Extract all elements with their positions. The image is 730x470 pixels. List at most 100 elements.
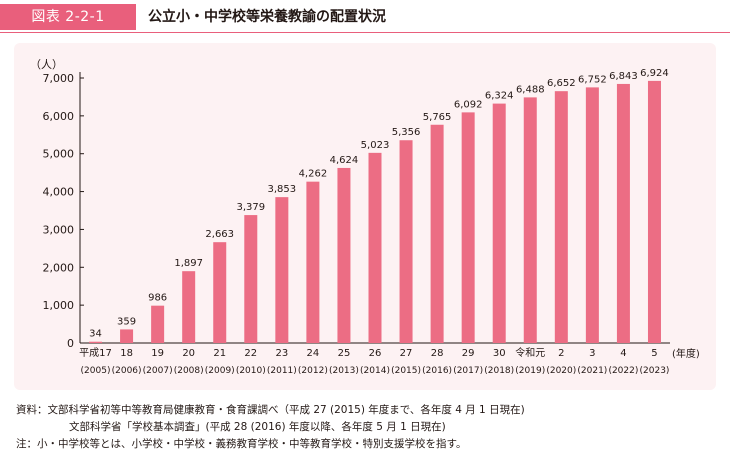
bar (585, 87, 599, 343)
figure-header: 図表 2-2-1 公立小・中学校等栄養教諭の配置状況 (0, 0, 730, 34)
x-tick-label: 18 (120, 348, 133, 359)
x-axis-label: (年度) (672, 347, 700, 360)
x-tick-year-label: (2019) (515, 366, 545, 376)
bar (554, 91, 568, 343)
bar (182, 271, 196, 343)
x-tick-label: 令和元 (515, 346, 545, 359)
bar (306, 181, 320, 343)
x-tick-label: 平成17 (79, 347, 112, 359)
y-tick-label: 0 (67, 337, 74, 350)
x-tick-year-label: (2021) (577, 366, 607, 376)
bar (616, 83, 630, 343)
x-tick-year-label: (2023) (640, 366, 670, 376)
y-tick-label: 7,000 (43, 72, 75, 85)
bar (492, 103, 506, 343)
definition-note: 注：小・中学校等とは、小学校・中学校・義務教育学校・中等教育学校・特別支援学校を… (16, 438, 467, 450)
bar-value-label: 986 (148, 293, 167, 304)
x-tick-year-label: (2007) (143, 366, 173, 376)
bar (151, 305, 165, 343)
x-tick-label: 3 (589, 348, 595, 359)
x-tick-year-label: (2014) (360, 366, 390, 376)
x-tick-year-label: (2016) (422, 366, 452, 376)
x-tick-label: 21 (213, 348, 226, 359)
x-tick-year-label: (2018) (484, 366, 514, 376)
bar-value-label: 6,843 (609, 71, 638, 82)
x-tick-year-label: (2008) (174, 366, 204, 376)
value-labels: 343599861,8972,6633,3793,8534,2624,6245,… (89, 68, 669, 340)
bar (368, 152, 382, 343)
bar-value-label: 6,324 (485, 91, 514, 102)
bar-value-label: 3,379 (236, 202, 265, 213)
x-tick-year-label: (2017) (453, 366, 483, 376)
bar (337, 167, 351, 343)
bar (647, 80, 661, 344)
x-tick-year-label: (2010) (236, 366, 266, 376)
x-tick-label: 4 (620, 348, 626, 359)
x-tick-year-label: (2022) (608, 366, 638, 376)
bar (120, 329, 134, 343)
bar-value-label: 1,897 (174, 258, 203, 269)
x-tick-label: 30 (493, 348, 506, 359)
x-tick-label: 25 (338, 348, 351, 359)
bar (275, 197, 289, 343)
bar-value-label: 6,652 (547, 78, 576, 89)
bar-value-label: 6,488 (516, 84, 545, 95)
y-tick-label: 2,000 (43, 261, 75, 274)
bars (89, 80, 661, 344)
bar-value-label: 6,092 (454, 99, 483, 110)
bar (523, 97, 537, 343)
bar-chart: （人） (年度) 0 1,000 2,000 3,000 4,000 5,000 6,000… (30, 58, 700, 376)
bar-value-label: 359 (117, 316, 136, 327)
bar-value-label: 5,356 (392, 127, 421, 138)
bar (461, 112, 475, 343)
x-tick-label: 5 (651, 348, 657, 359)
x-tick-label: 24 (307, 348, 320, 359)
x-tick-year-label: (2009) (205, 366, 235, 376)
y-tick-label: 3,000 (43, 223, 75, 236)
x-tick-year-label: (2006) (112, 366, 142, 376)
x-tick-label: 19 (151, 348, 164, 359)
x-tick-year-label: (2005) (81, 366, 111, 376)
x-tick-year-label: (2020) (546, 366, 576, 376)
bar (244, 215, 258, 343)
bar-value-label: 5,023 (361, 140, 390, 151)
y-tick-label: 1,000 (43, 299, 75, 312)
chart-panel: （人） (年度) 0 1,000 2,000 3,000 4,000 5,000 6,000… (14, 43, 716, 390)
y-tick-label: 6,000 (43, 110, 75, 123)
source-note-2: 文部科学省「学校基本調査」(平成 28 (2016) 年度以降、各年度 5 月 … (69, 421, 446, 433)
bar (399, 140, 413, 343)
bar-value-label: 4,262 (299, 169, 328, 180)
x-tick-labels: 平成17 (2005) 18 (2006) 19 (2007) 20 (2008) 21 (200… (79, 346, 669, 376)
axes: 0 1,000 2,000 3,000 4,000 5,000 6,000 7,000 (43, 72, 670, 350)
bar-value-label: 2,663 (205, 229, 234, 240)
x-tick-label: 29 (462, 348, 475, 359)
header-divider (0, 32, 730, 33)
y-tick-label: 4,000 (43, 186, 75, 199)
bar (430, 124, 444, 343)
x-tick-label: 22 (244, 348, 257, 359)
x-tick-year-label: (2012) (298, 366, 328, 376)
y-tick-label: 5,000 (43, 148, 75, 161)
x-tick-label: 20 (182, 348, 195, 359)
x-tick-year-label: (2013) (329, 366, 359, 376)
x-tick-label: 26 (369, 348, 382, 359)
x-tick-year-label: (2015) (391, 366, 421, 376)
bar-value-label: 4,624 (330, 155, 359, 166)
x-tick-label: 28 (431, 348, 444, 359)
bar-value-label: 5,765 (423, 112, 452, 123)
x-tick-label: 23 (275, 348, 288, 359)
x-tick-label: 2 (558, 348, 564, 359)
footnotes: 資料：文部科学省初等中等教育局健康教育・食育課調べ（平成 27 (2015) 年… (16, 402, 716, 453)
y-axis-label: （人） (30, 58, 63, 71)
bar (213, 242, 227, 343)
bar-value-label: 6,924 (640, 68, 669, 79)
bar-value-label: 34 (89, 329, 102, 340)
bar (89, 341, 103, 343)
bar-value-label: 6,752 (578, 74, 607, 85)
x-tick-year-label: (2011) (267, 366, 297, 376)
x-tick-label: 27 (400, 348, 413, 359)
source-note: 資料：文部科学省初等中等教育局健康教育・食育課調べ（平成 27 (2015) 年… (16, 404, 525, 416)
figure-label: 図表 2-2-1 (0, 4, 136, 30)
figure-title: 公立小・中学校等栄養教諭の配置状況 (148, 9, 386, 25)
bar-value-label: 3,853 (268, 184, 297, 195)
